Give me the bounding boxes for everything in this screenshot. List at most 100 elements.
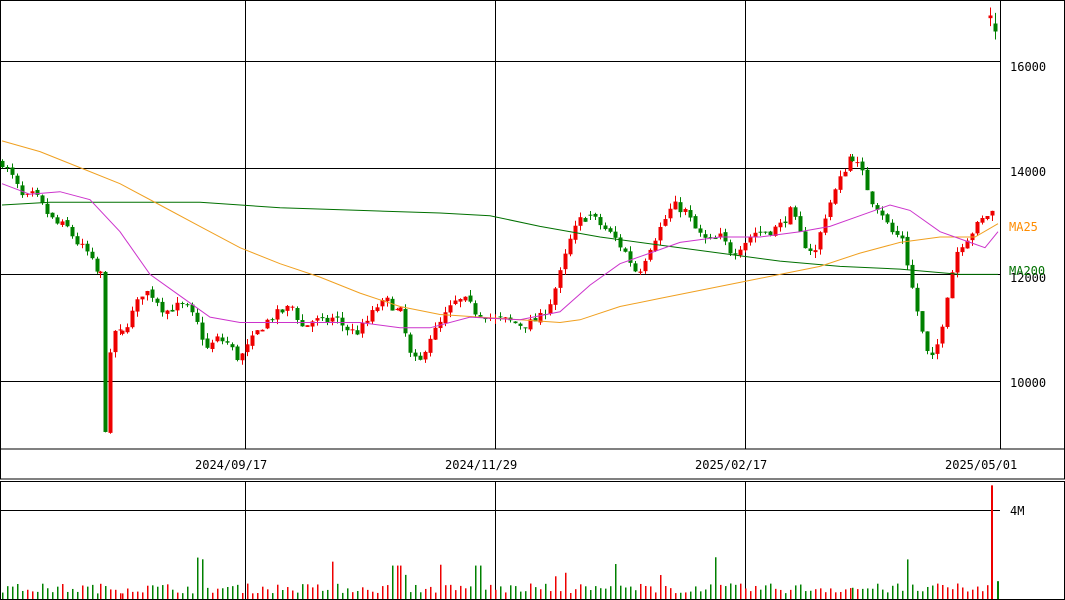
candle [5, 165, 10, 173]
moving-average-lines [1, 140, 999, 329]
candle-body [950, 272, 955, 299]
candle-body [113, 330, 118, 353]
candle-body [860, 161, 865, 171]
volume-bar [585, 586, 587, 599]
volume-bar [560, 591, 562, 599]
candle-body [975, 221, 980, 234]
candle-body [623, 248, 628, 252]
candle [330, 313, 335, 326]
candle-body [453, 300, 458, 304]
candle-body [768, 231, 773, 236]
candle [230, 342, 235, 351]
candle-body [418, 355, 423, 360]
candle-body [60, 221, 65, 225]
candle [698, 224, 703, 237]
candle [80, 238, 85, 249]
candle-body [993, 23, 998, 32]
volume-bar [927, 586, 929, 599]
candle-body [583, 218, 588, 222]
candle-body [300, 320, 305, 327]
volume-bar [172, 589, 174, 599]
volume-bar [695, 586, 697, 599]
ma200-line [1, 201, 998, 275]
volume-bar [17, 583, 19, 599]
candle-body [728, 242, 733, 254]
volume-bar [212, 592, 214, 599]
candle-body [443, 312, 448, 324]
candle-body [663, 219, 668, 226]
candle [778, 218, 783, 232]
candle [513, 321, 518, 324]
volume-bar [217, 588, 219, 599]
candle-body [498, 316, 503, 318]
candle [583, 216, 588, 222]
price-tick-14000: 14000 [1010, 165, 1046, 179]
candle-body [668, 208, 673, 219]
candle-body [360, 322, 365, 334]
candle-body [75, 236, 80, 245]
candle [890, 219, 895, 235]
candle-body [165, 310, 170, 314]
candle-body [245, 344, 250, 353]
candle [875, 202, 880, 214]
candle-body [793, 207, 798, 217]
volume-bar [387, 585, 389, 599]
volume-bar [755, 585, 757, 599]
volume-bar [400, 565, 402, 599]
candle-body [260, 329, 265, 332]
volume-bar [357, 591, 359, 599]
volume-bar [830, 588, 832, 599]
candle-body [548, 304, 553, 314]
volume-bar [182, 593, 184, 599]
candle [0, 159, 5, 169]
candle-body [195, 312, 200, 322]
candle-body [865, 169, 870, 191]
candle-body [578, 217, 583, 226]
volume-bar [52, 592, 54, 599]
candle [200, 316, 205, 346]
candle [428, 335, 433, 357]
volume-bar [912, 584, 914, 599]
legend-ma25: MA25 [1009, 220, 1038, 234]
volume-bar [47, 588, 49, 599]
volume-bar [805, 591, 807, 599]
volume-bar [342, 592, 344, 599]
volume-bar [815, 589, 817, 599]
candle-body [375, 307, 380, 312]
volume-bar [277, 584, 279, 599]
volume-bar [957, 583, 959, 599]
candle-body [325, 317, 330, 323]
candle [408, 332, 413, 357]
candle [300, 314, 305, 327]
volume-bar [347, 588, 349, 599]
candle [30, 187, 35, 197]
candle [285, 305, 290, 317]
volume-tick-4m: 4M [1010, 504, 1024, 518]
volume-bar [122, 593, 124, 599]
volume-bar [535, 587, 537, 599]
volume-bar [352, 592, 354, 599]
candle-body [568, 238, 573, 255]
volume-bar [580, 584, 582, 599]
candle-body [290, 306, 295, 308]
volume-bar [640, 583, 642, 599]
candle-body [385, 297, 390, 302]
candle-body [980, 218, 985, 223]
candle [920, 311, 925, 334]
volume-bar [765, 585, 767, 599]
candle-body [285, 305, 290, 311]
volume-bar [530, 583, 532, 599]
candle [860, 157, 865, 176]
candle [988, 7, 993, 27]
candle-body [395, 308, 400, 310]
candle [150, 286, 155, 302]
volume-bar [410, 592, 412, 599]
volume-bar [795, 585, 797, 599]
candle-body [678, 202, 683, 213]
candle-body [5, 167, 10, 169]
candle [95, 256, 100, 274]
candle [683, 207, 688, 216]
candle-body [945, 297, 950, 327]
volume-bar [745, 588, 747, 599]
